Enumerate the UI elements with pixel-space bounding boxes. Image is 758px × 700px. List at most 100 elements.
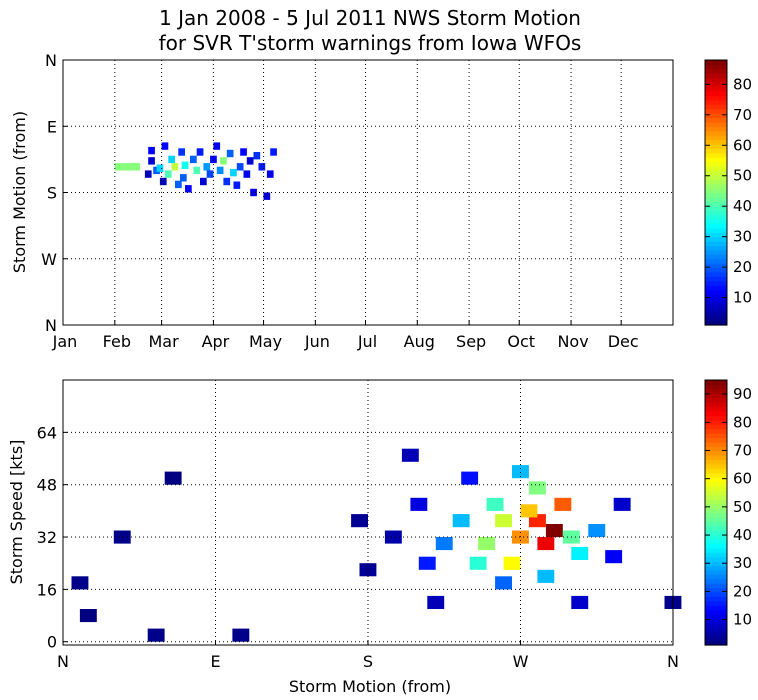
bottom-colorbar-swatch [705, 516, 727, 522]
bottom-heatmap-cell [452, 514, 470, 528]
bottom-colorbar-swatch [705, 419, 727, 425]
bottom-colorbar-tick-label: 30 [733, 554, 752, 572]
chart-title-line-1: 1 Jan 2008 - 5 Jul 2011 NWS Storm Motion [159, 6, 581, 30]
top-y-tick-label: W [41, 250, 57, 269]
top-heatmap-cell [159, 177, 167, 186]
direction-speed-panel: N E S W N 0 16 32 48 64 Storm Motion (from) Stor… [7, 379, 682, 696]
bottom-colorbar-swatch [705, 441, 727, 447]
bottom-colorbar-swatch [705, 530, 727, 536]
top-colorbar-swatch [705, 77, 727, 83]
top-heatmap-cell [220, 157, 227, 165]
top-x-tick-label: Aug [404, 332, 435, 351]
bottom-colorbar-swatch [705, 393, 727, 399]
bottom-colorbar-swatch [705, 592, 727, 598]
bottom-colorbar-swatch [705, 539, 727, 545]
top-heatmap-cell [114, 163, 140, 171]
top-colorbar-swatch [705, 135, 727, 141]
top-colorbar-swatch [705, 143, 727, 149]
top-heatmap-cell [203, 163, 211, 171]
bottom-colorbar-swatch [705, 614, 727, 620]
bottom-heatmap-cell [71, 576, 89, 590]
bottom-heatmap-cell [418, 556, 436, 570]
bottom-colorbar-swatch [705, 450, 727, 456]
top-heatmap-cell [210, 155, 217, 164]
bottom-x-tick-label: E [210, 652, 220, 671]
top-colorbar-swatch [705, 263, 727, 269]
top-heatmap-cell [200, 177, 207, 186]
bottom-heatmap-cell [232, 628, 250, 642]
bottom-colorbar-swatch [705, 561, 727, 567]
bottom-heatmap-cell [605, 550, 623, 564]
bottom-colorbar-swatch [705, 600, 727, 606]
bottom-y-axis-ticks: 0 16 32 48 64 [37, 423, 68, 652]
bottom-colorbar-swatch [705, 534, 727, 540]
top-heatmap-cell [153, 166, 160, 175]
bottom-colorbar-tick-label: 20 [733, 582, 752, 600]
top-colorbar-swatch [705, 219, 727, 225]
top-x-tick-label: Mar [149, 332, 180, 351]
bottom-colorbar-swatch [705, 627, 727, 633]
top-colorbar-tick-label: 10 [733, 289, 752, 307]
bottom-colorbar-swatch [705, 415, 727, 421]
top-colorbar-swatch [705, 302, 727, 308]
top-colorbar-tick-label: 60 [733, 136, 752, 154]
top-colorbar-tick-label: 80 [733, 75, 752, 93]
top-colorbar-swatch [705, 201, 727, 207]
top-colorbar-swatch [705, 272, 727, 278]
bottom-colorbar-swatch [705, 547, 727, 553]
top-heatmap-cell [250, 188, 257, 197]
bottom-heatmap-cell [164, 471, 182, 485]
top-colorbar-swatch [705, 117, 727, 123]
top-colorbar-swatch [705, 104, 727, 110]
top-heatmap-cell [185, 185, 192, 193]
bottom-colorbar-swatch [705, 569, 727, 575]
top-x-tick-label: May [249, 332, 282, 351]
top-colorbar-swatch [705, 188, 727, 194]
bottom-colorbar-swatch [705, 583, 727, 589]
top-heatmap-cell [161, 142, 169, 150]
bottom-colorbar-swatch [705, 503, 727, 509]
bottom-colorbar-swatch [705, 565, 727, 571]
top-heatmap-cell [190, 155, 197, 164]
bottom-colorbar-swatch [705, 512, 727, 518]
top-x-tick-label: Jul [357, 332, 377, 351]
bottom-colorbar-swatch [705, 437, 727, 443]
top-colorbar-swatch [705, 236, 727, 242]
top-x-tick-label: Nov [557, 332, 588, 351]
bottom-colorbar: 10 20 30 40 50 60 70 80 90 [704, 379, 752, 646]
top-heatmap-cell [240, 148, 247, 156]
bottom-colorbar-swatch [705, 433, 727, 439]
bottom-colorbar-swatch [705, 596, 727, 602]
top-colorbar-swatch [705, 196, 727, 202]
bottom-colorbar-frame [704, 379, 728, 646]
bottom-colorbar-swatch [705, 494, 727, 500]
top-colorbar-swatch [705, 152, 727, 158]
top-colorbar-swatch [705, 166, 727, 172]
top-heatmap-cell [206, 170, 214, 178]
top-heatmap-cells [114, 142, 277, 200]
top-colorbar-swatch [705, 126, 727, 132]
bottom-colorbar-swatch [705, 622, 727, 628]
top-colorbar: 10 20 30 40 50 60 70 80 [704, 59, 752, 326]
bottom-colorbar-swatch [705, 406, 727, 412]
bottom-colorbar-tick-label: 10 [733, 611, 752, 629]
bottom-colorbar-tick-label: 70 [733, 441, 752, 459]
bottom-colorbar-swatch [705, 499, 727, 505]
bottom-heatmap-cell [537, 537, 555, 551]
bottom-colorbar-swatch [705, 636, 727, 642]
top-x-tick-label: Feb [103, 332, 131, 351]
bottom-colorbar-swatch [705, 618, 727, 624]
top-colorbar-swatch [705, 73, 727, 79]
bottom-colorbar-swatch [705, 410, 727, 416]
top-colorbar-swatch [705, 86, 727, 92]
bottom-y-tick-label: 0 [47, 633, 57, 652]
top-heatmap-cell [148, 157, 155, 165]
bottom-y-axis-label: Storm Speed [kts] [7, 440, 26, 585]
bottom-heatmap-cell [520, 504, 538, 518]
bottom-x-tick-label: N [667, 652, 679, 671]
top-colorbar-swatch [705, 90, 727, 96]
top-heatmap-cell [178, 148, 185, 156]
top-colorbar-swatch [705, 99, 727, 105]
top-colorbar-swatch [705, 183, 727, 189]
